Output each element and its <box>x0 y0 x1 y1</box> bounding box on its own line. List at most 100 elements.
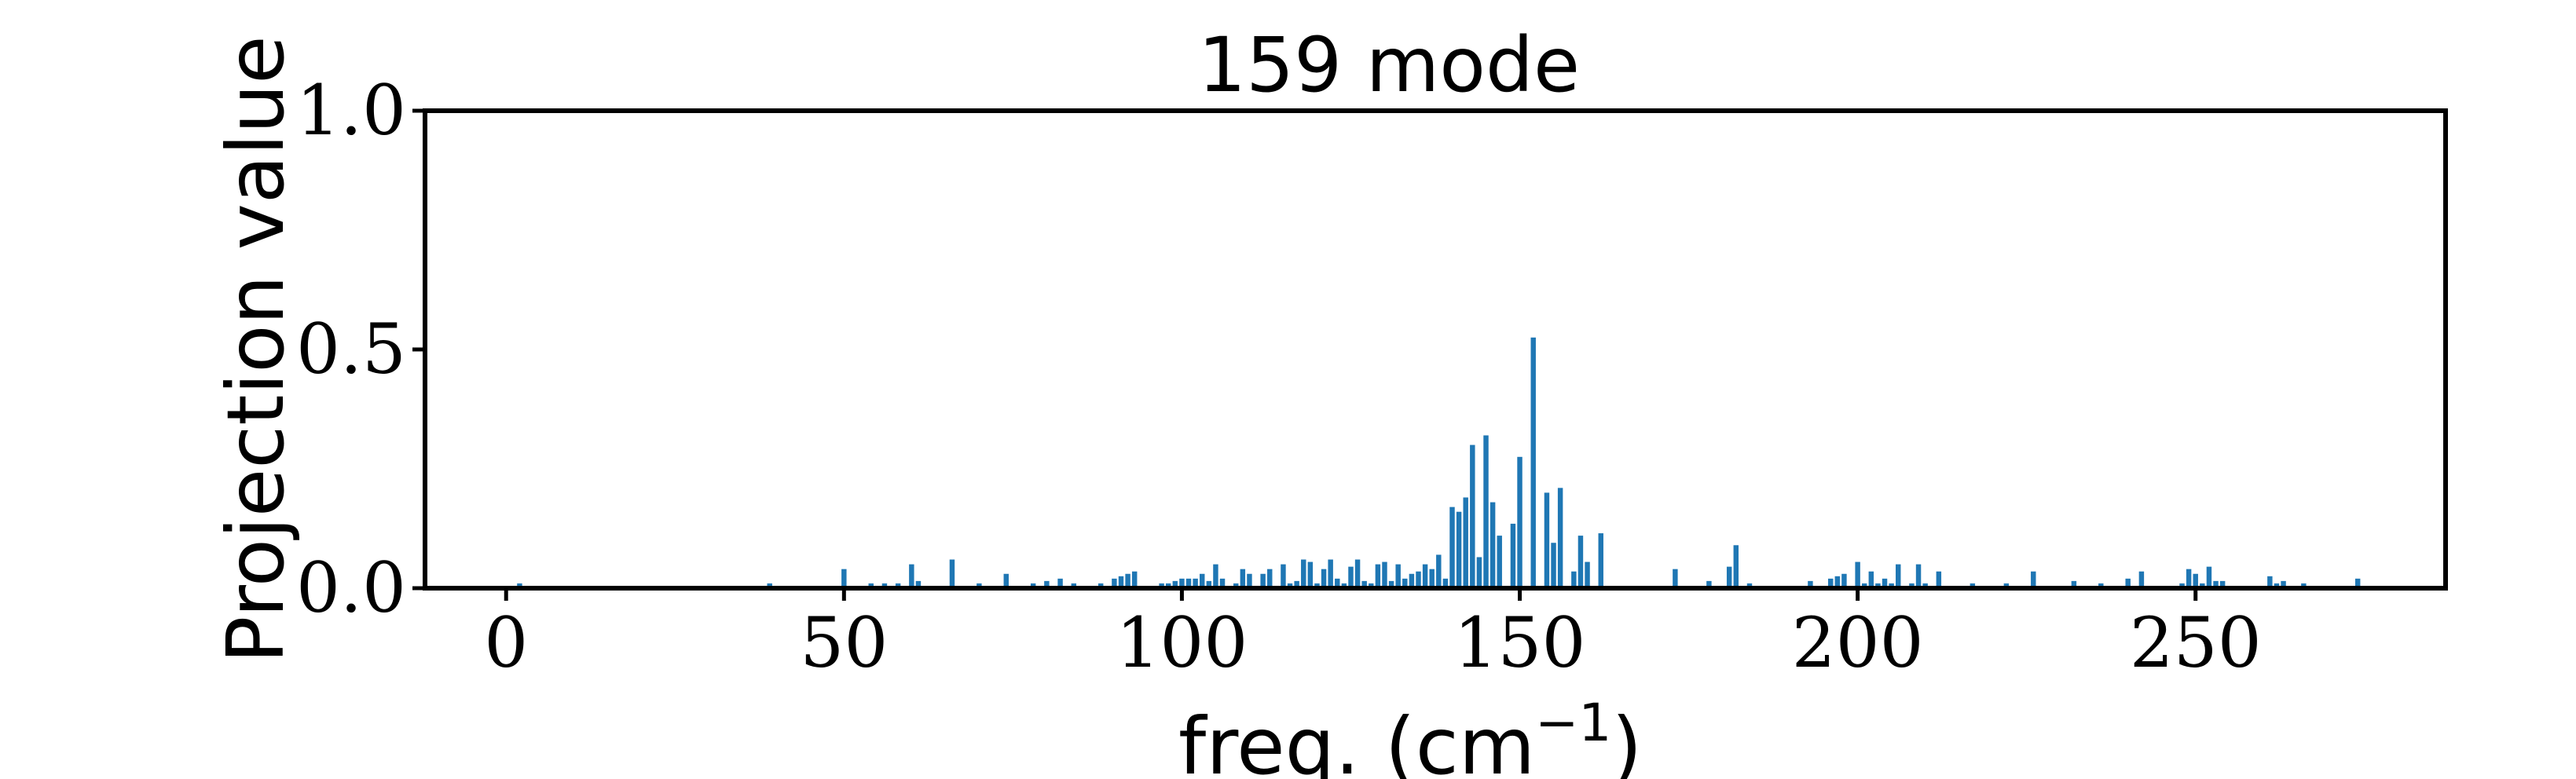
bar <box>1409 573 1415 588</box>
bar <box>1354 559 1361 588</box>
x-tick-label: 50 <box>800 602 888 683</box>
bar <box>1341 583 1347 588</box>
y-axis-ticks: 0.0 0.5 1.0 <box>296 70 425 628</box>
bar <box>1827 578 1834 588</box>
bar <box>1483 435 1489 588</box>
bar <box>767 583 772 588</box>
bar <box>1497 536 1502 588</box>
bar <box>1097 583 1104 588</box>
bar <box>1240 569 1246 588</box>
bar <box>1706 580 1712 588</box>
bar <box>2267 576 2273 588</box>
bar <box>2213 580 2219 588</box>
bar <box>1233 583 1239 588</box>
bar <box>517 583 522 588</box>
bar <box>1395 564 1401 588</box>
bar <box>1855 561 1860 588</box>
bar <box>1267 569 1273 588</box>
y-tick-label: 0.0 <box>296 547 406 628</box>
bar <box>1585 561 1590 588</box>
bar <box>1179 578 1185 588</box>
x-tick-label: 0 <box>484 602 528 683</box>
bar <box>1321 569 1327 588</box>
bar <box>2125 578 2131 588</box>
bar <box>1314 583 1320 588</box>
bar <box>1490 502 1496 588</box>
y-tick-label: 0.5 <box>296 309 406 390</box>
bar <box>1868 571 1874 588</box>
bar <box>1402 578 1408 588</box>
y-tick-label: 1.0 <box>296 70 406 151</box>
bar <box>1449 507 1455 588</box>
bar <box>2274 583 2280 588</box>
bar <box>1213 564 1218 588</box>
bar <box>1057 578 1063 588</box>
plot-frame <box>423 108 2448 591</box>
bar <box>841 569 847 588</box>
bar <box>1463 497 1468 588</box>
bar <box>1970 583 1976 588</box>
bar <box>1551 543 1556 588</box>
x-tick-label: 100 <box>1116 602 1248 683</box>
bar <box>1200 573 1205 588</box>
bar <box>1909 583 1915 588</box>
bar <box>2031 571 2036 588</box>
bar <box>1294 580 1299 588</box>
y-axis-label: Projection value <box>210 35 302 663</box>
bar <box>1544 492 1550 588</box>
bar <box>2071 580 2077 588</box>
bar <box>2301 583 2307 588</box>
bar <box>1557 488 1563 588</box>
bar <box>1517 456 1523 588</box>
bar <box>1598 533 1603 588</box>
bar <box>2281 580 2286 588</box>
x-tick-label: 250 <box>2130 602 2262 683</box>
bar <box>1896 564 1901 588</box>
bar <box>1476 557 1482 588</box>
bar <box>1382 561 1387 588</box>
bar <box>1003 573 1009 588</box>
bar <box>1112 578 1117 588</box>
bar <box>1185 578 1192 588</box>
bar <box>1530 337 1536 588</box>
bar <box>1044 580 1050 588</box>
bar <box>909 564 914 588</box>
bar <box>1726 566 1732 588</box>
bar <box>1206 580 1212 588</box>
x-tick-label: 150 <box>1454 602 1586 683</box>
bar <box>1348 566 1354 588</box>
chart-title: 159 mode <box>1198 21 1580 109</box>
bar <box>1915 564 1922 588</box>
bar <box>2138 571 2145 588</box>
x-axis-label: freq. (cm−1) <box>1178 693 1642 779</box>
bar <box>1030 583 1036 588</box>
bar <box>1416 571 1421 588</box>
bar <box>1673 569 1678 588</box>
x-axis-label-suffix: ) <box>1611 700 1642 779</box>
bar <box>1442 578 1449 588</box>
bar <box>1375 564 1381 588</box>
bar <box>1841 573 1847 588</box>
bar <box>949 559 955 588</box>
bar <box>977 583 982 588</box>
bar <box>1862 583 1867 588</box>
bar <box>895 583 901 588</box>
bars-group <box>517 337 2361 588</box>
bar <box>915 580 922 588</box>
bar <box>1889 583 1894 588</box>
x-axis-ticks: 0 50 100 150 200 250 <box>484 588 2262 683</box>
bar <box>2200 583 2205 588</box>
bar <box>1922 583 1928 588</box>
bar <box>1936 571 1942 588</box>
bar <box>1470 444 1475 588</box>
bar <box>2003 583 2010 588</box>
bar <box>1834 576 1841 588</box>
bar <box>2186 569 2192 588</box>
bar <box>1125 573 1130 588</box>
bar <box>1456 511 1462 588</box>
bar <box>1436 554 1442 588</box>
bar <box>2193 573 2198 588</box>
bar <box>1131 571 1138 588</box>
bar <box>1429 569 1435 588</box>
bar <box>1301 559 1306 588</box>
